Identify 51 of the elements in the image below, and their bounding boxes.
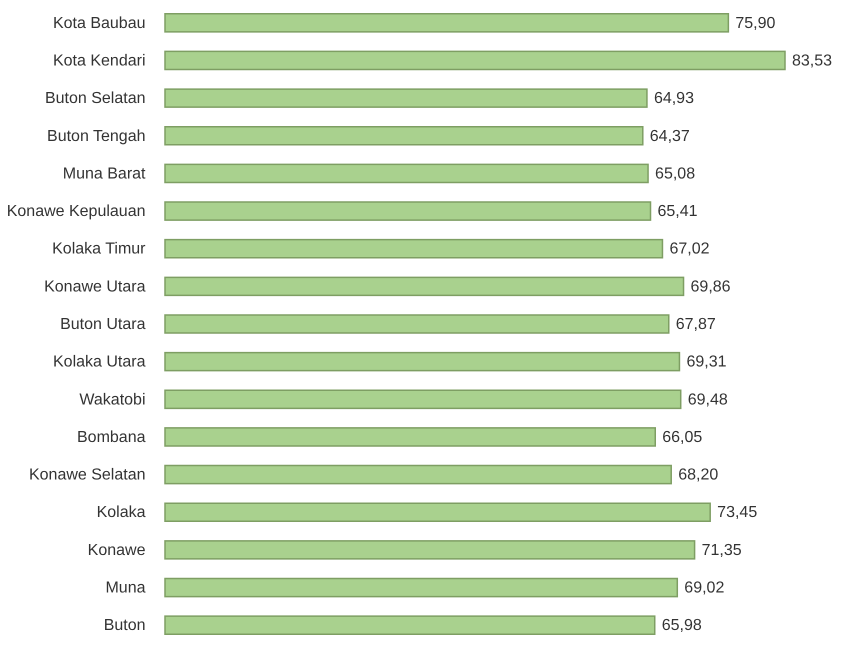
bar <box>164 201 652 221</box>
y-tick-label: Muna Barat <box>62 165 146 182</box>
data-label: 69,86 <box>690 278 731 296</box>
y-tick-label: Konawe Utara <box>44 278 146 296</box>
data-label: 73,45 <box>717 504 758 522</box>
y-tick-label: Buton Tengah <box>47 128 146 145</box>
data-label: 65,98 <box>662 617 702 634</box>
data-label: 64,93 <box>654 90 694 108</box>
bar <box>164 615 656 635</box>
bar <box>164 126 644 146</box>
bar <box>164 464 672 484</box>
bar <box>164 88 648 108</box>
bar <box>164 390 682 410</box>
y-tick-label: Bombana <box>77 428 146 446</box>
y-tick-label: Kolaka <box>96 504 146 522</box>
data-label: 75,90 <box>735 14 776 32</box>
bar <box>164 314 670 334</box>
data-label: 69,02 <box>684 580 724 597</box>
data-label: 69,48 <box>688 391 728 408</box>
data-label: 66,05 <box>662 428 702 446</box>
bar <box>164 13 730 33</box>
bar <box>164 276 684 296</box>
data-label: 83,53 <box>792 52 832 70</box>
bar <box>164 578 678 598</box>
y-tick-label: Konawe Selatan <box>28 466 146 484</box>
data-label: 64,37 <box>650 128 690 145</box>
y-tick-label: Kolaka Timur <box>52 240 146 258</box>
bar <box>164 352 680 372</box>
data-label: 69,31 <box>686 354 727 371</box>
y-tick-label: Kota Baubau <box>52 14 146 32</box>
y-tick-label: Kolaka Utara <box>53 354 146 371</box>
y-tick-label: Konawe Kepulauan <box>6 203 146 220</box>
y-tick-label: Wakatobi <box>79 391 146 408</box>
data-label: 65,08 <box>655 165 696 182</box>
y-tick-label: Kota Kendari <box>52 52 146 70</box>
data-label: 67,02 <box>669 240 710 258</box>
bar <box>164 164 649 184</box>
y-tick-label: Buton Utara <box>60 316 146 333</box>
data-label: 71,35 <box>702 542 742 559</box>
data-label: 68,20 <box>678 466 718 484</box>
data-label: 67,87 <box>676 316 716 333</box>
bar <box>164 540 696 560</box>
bar <box>164 427 656 447</box>
y-tick-label: Muna <box>105 580 146 597</box>
bar <box>164 238 664 258</box>
y-tick-label: Buton Selatan <box>44 90 146 108</box>
bar <box>164 502 711 522</box>
data-label: 65,41 <box>658 203 698 220</box>
bar <box>164 50 786 70</box>
y-tick-label: Buton <box>104 617 146 634</box>
y-tick-label: Konawe <box>88 542 146 559</box>
